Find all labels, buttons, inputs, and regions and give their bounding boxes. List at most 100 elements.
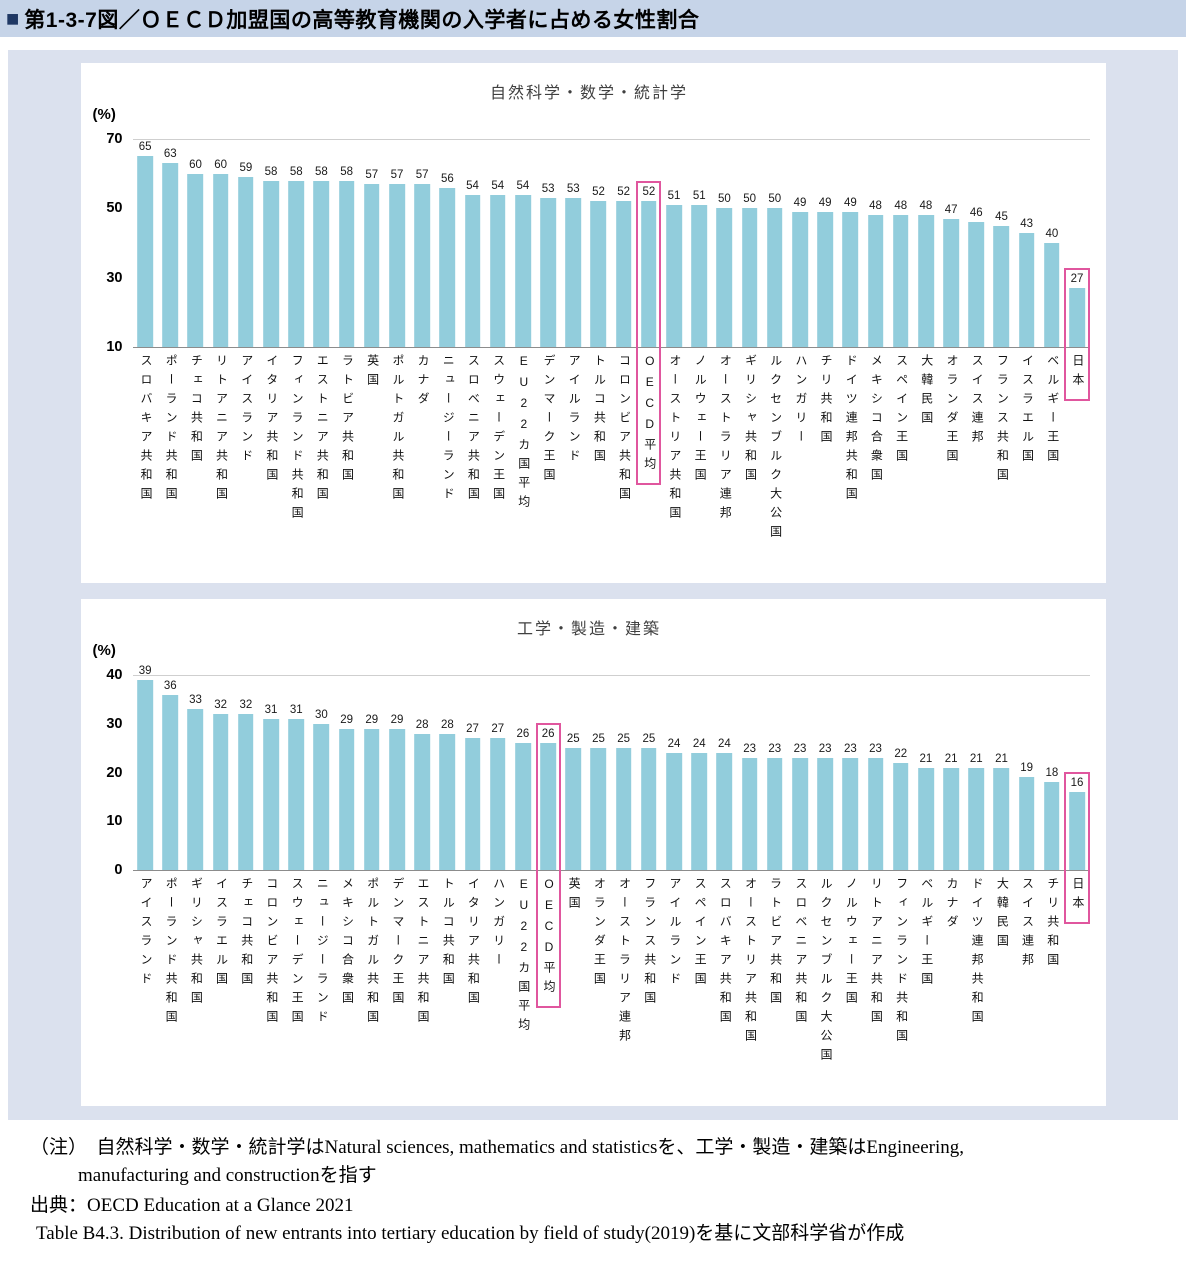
category-label: オーストラリア連邦 (617, 877, 632, 1048)
bar-column: 31 スウェーデン王国 (284, 675, 309, 1100)
category-label: ラトビア共和国 (768, 877, 783, 1010)
category-label: ギリシャ共和国 (189, 877, 204, 1010)
bar-column: 36 ポーランド共和国 (158, 675, 183, 1100)
bar-value-label: 45 (995, 210, 1008, 223)
y-axis-tick-label: 30 (106, 715, 123, 732)
bar-value-label: 16 (1070, 777, 1084, 789)
category-label: イタリア共和国 (264, 354, 279, 487)
category-label-slot: スロベニア共和国 (787, 870, 812, 1100)
bar-value-label: 39 (138, 664, 152, 677)
bar-value-label: 24 (667, 738, 681, 750)
bar-value-label: 25 (642, 733, 656, 746)
y-axis-tick-label: 10 (106, 813, 123, 830)
bar-slot: 36 (158, 675, 183, 870)
bar (464, 194, 481, 347)
bar-slot: 21 (964, 675, 989, 870)
category-label: ドイツ連邦共和国 (844, 354, 859, 506)
category-label: オランダ王国 (592, 877, 607, 991)
category-label: エストニア共和国 (315, 354, 330, 506)
bar-value-label: 60 (189, 158, 202, 171)
bar-column: 40 ベルギー王国 (1039, 139, 1064, 577)
category-label: チリ共和国 (1045, 877, 1060, 972)
bar-slot: 31 (258, 675, 283, 870)
bar-slot: 50 (737, 139, 762, 347)
bar-slot: 23 (838, 675, 863, 870)
bar-column: 31 コロンビア共和国 (258, 675, 283, 1100)
category-label: スロベニア共和国 (793, 877, 808, 1029)
category-label: フィンランド共和国 (290, 354, 305, 525)
japan-highlight-box (1064, 772, 1090, 924)
bar-column: 52 トルコ共和国 (586, 139, 611, 577)
bar-value-label: 43 (1020, 217, 1034, 230)
bar-column: 49 ハンガリー (787, 139, 812, 577)
bar-value-label: 31 (264, 703, 278, 716)
bar-column: 25 オーストラリア連邦 (611, 675, 636, 1100)
bar-column: 28 トルコ共和国 (435, 675, 460, 1100)
bar (540, 743, 556, 870)
bar-slot: 24 (661, 675, 686, 870)
bar-value-label: 23 (768, 742, 782, 755)
bar (666, 204, 682, 347)
category-label: EU22カ国平均 (516, 354, 531, 514)
bar (1018, 777, 1035, 870)
top-gridline (132, 675, 1090, 676)
category-label-slot: アイスランド (233, 347, 258, 577)
bar-column: 50 ギリシャ共和国 (737, 139, 762, 577)
bar-slot: 57 (384, 139, 409, 347)
category-label: 日本 (1070, 354, 1085, 392)
bar-slot: 23 (787, 675, 812, 870)
bar (1044, 782, 1060, 870)
bar-value-label: 47 (944, 203, 958, 216)
category-label-slot: チリ共和国 (1039, 870, 1064, 1100)
y-axis-tick-label: 70 (106, 131, 123, 147)
category-label: チェコ共和国 (239, 877, 254, 991)
category-label-slot: ラトビア共和国 (334, 347, 359, 577)
category-label-slot: カナダ (410, 347, 435, 577)
bar (338, 180, 355, 347)
bar-slot: 58 (309, 139, 334, 347)
bar (414, 184, 430, 347)
bar-slot: 24 (712, 675, 737, 870)
bar (313, 723, 330, 870)
category-label: ラトビア共和国 (340, 354, 355, 487)
category-label: ニュージーランド (441, 354, 456, 506)
source-line: 出典：OECD Education at a Glance 2021 (30, 1195, 354, 1217)
chart-title: 工学・製造・建築 (516, 621, 661, 638)
bar-column: 58 イタリア共和国 (258, 139, 283, 577)
chart-engineering-manufacturing-construction: 工学・製造・建築 (%) 40 30 20 10 0 39 アイスランド 36 ポーランド共和… (80, 599, 1106, 1106)
bar-column: 52 コロンビア共和国 (611, 139, 636, 577)
oecd-average-highlight-box (636, 181, 662, 485)
bar-column: 21 大韓民国 (989, 675, 1014, 1100)
category-label-slot: コロンビア共和国 (611, 347, 636, 577)
header-square-icon: ■ (6, 5, 20, 31)
bar-slot: 23 (813, 675, 838, 870)
bar-slot: 21 (913, 675, 938, 870)
bar-column: 60 リトアニア共和国 (208, 139, 233, 577)
category-label-slot: ポルトガル共和国 (359, 870, 384, 1100)
note-line: manufacturing and constructionを指す (78, 1164, 377, 1186)
bar-column: 23 ルクセンブルク大公国 (813, 675, 838, 1100)
bar-series: 65 スロバキア共和国 63 ポーランド共和国 60 チェコ共和国 60 リトアニア共和国 59… (133, 139, 1090, 577)
x-axis-line (132, 870, 1090, 871)
bar (792, 211, 808, 347)
category-label-slot: リトアニア共和国 (208, 347, 233, 577)
bar (968, 222, 985, 347)
bar (313, 180, 330, 347)
category-label-slot: 英国 (561, 870, 586, 1100)
bar (212, 714, 229, 870)
category-label-slot: オランダ王国 (586, 870, 611, 1100)
y-axis-unit-label: (%) (92, 106, 116, 123)
category-label-slot: アイルランド (561, 347, 586, 577)
bar-value-label: 49 (793, 196, 807, 209)
chart-natural-sciences-math-stats: 自然科学・数学・統計学 (%) 70 50 30 10 65 スロバキア共和国 63 ポーラ… (80, 63, 1106, 583)
bar-value-label: 40 (1045, 228, 1059, 240)
bar-slot: 56 (435, 139, 460, 347)
category-label-slot: メキシコ合衆国 (334, 870, 359, 1100)
charts-panel: 自然科学・数学・統計学 (%) 70 50 30 10 65 スロバキア共和国 63 ポーラ… (8, 50, 1178, 1120)
bar (842, 757, 859, 870)
bar-column: 48 メキシコ合衆国 (863, 139, 888, 577)
bar-value-label: 27 (491, 723, 505, 736)
bar-value-label: 23 (818, 742, 832, 755)
bar (691, 753, 708, 870)
category-label-slot: イスラエル国 (1014, 347, 1039, 577)
